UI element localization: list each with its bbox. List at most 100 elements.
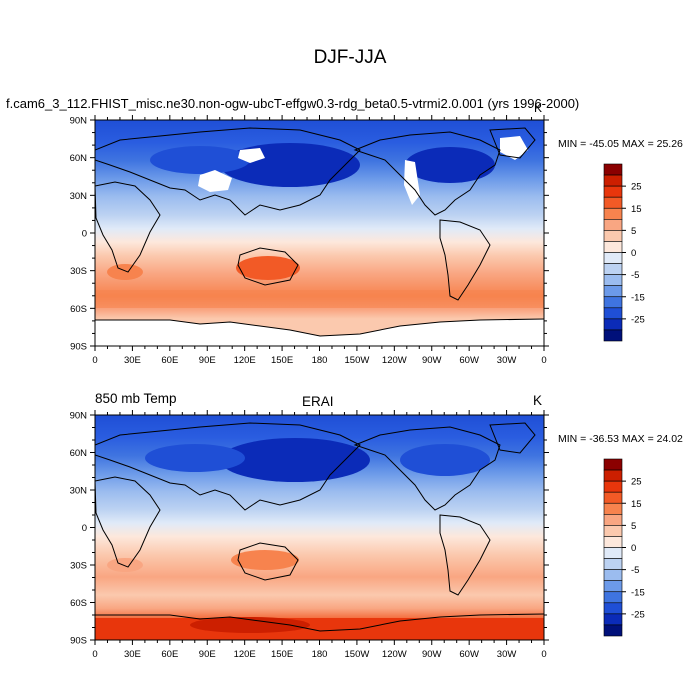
panel1-min-max: MIN = -45.05 MAX = 25.26	[558, 138, 683, 150]
panel1-xtick-label: 0	[541, 355, 546, 366]
panel1-units: K	[534, 101, 543, 115]
panel1-missing-tibet	[198, 170, 232, 192]
panel1-colorbar-box	[603, 274, 623, 286]
panel1-missing-greenland	[500, 136, 528, 160]
panel2-colorbar-label: 5	[631, 521, 636, 532]
panel2-xtick-label: 60W	[459, 649, 479, 660]
panel1-colorbar-box	[603, 230, 623, 242]
panel1-xtick-label: 120W	[382, 355, 407, 366]
panel2-ytick-label: 90N	[70, 411, 88, 422]
panel2-min-max: MIN = -36.53 MAX = 24.02	[558, 433, 683, 445]
panel1-axes: 0 30E 60E 90E 120E 150E 180 150W 120W 90W 60W 30W 09…	[70, 115, 549, 366]
panel1-xtick-label: 150W	[345, 355, 370, 366]
panel2-colorbar-box	[603, 469, 623, 482]
panel2-xtick-label: 120W	[382, 649, 407, 660]
panel2-colorbar-box	[603, 525, 623, 537]
panel1-missing-rockies	[404, 160, 420, 205]
panel2-coastlines	[95, 422, 544, 632]
panel1-xtick-label: 30W	[497, 355, 517, 366]
panel2-axes: 0 30E 60E 90E 120E 150E 180 150W 120W 90W 60W 30W 09…	[70, 410, 549, 660]
panel1-xtick-label: 60W	[459, 355, 479, 366]
panel2-colorbar-box	[603, 502, 623, 515]
panel1-colorbar-box	[603, 163, 623, 176]
panel1-cold-america	[405, 147, 495, 183]
panel2-ytick-label: 30S	[70, 561, 87, 572]
panel1-warm-africa	[107, 264, 143, 280]
panel1-colorbar-label: 0	[631, 248, 636, 259]
panel2-colorbar-box	[603, 580, 623, 593]
panel2-center-title: ERAI	[302, 394, 334, 409]
panel2-cold-america	[400, 444, 490, 476]
panel2-cold-europe	[145, 444, 245, 472]
panel2-xtick-label: 0	[92, 649, 97, 660]
panel2-colorbar-box	[603, 547, 623, 559]
panel1-antarctica-missing	[95, 319, 544, 346]
panel1-colorbar-box	[603, 263, 623, 275]
panel2-colorbar-box	[603, 591, 623, 604]
panel1-ytick-label: 30N	[70, 191, 88, 202]
panel2-ytick-label: 60N	[70, 448, 88, 459]
panel2-colorbar-box	[603, 602, 623, 615]
panel2-xtick-label: 180	[312, 649, 328, 660]
panel2-xtick-label: 120E	[234, 649, 256, 660]
panel2-colorbar-box	[603, 514, 623, 526]
panel1-coast-africa	[95, 181, 161, 273]
panel1-colorbar-label: 5	[631, 226, 636, 237]
panel1-warm-band	[95, 290, 544, 308]
panel1-xtick-label: 30E	[124, 355, 141, 366]
panel1-ytick-label: 90S	[70, 342, 87, 353]
panel2-antarctica-hot	[190, 617, 310, 633]
panel2-colorbar-label: 15	[631, 499, 642, 510]
panel1-colorbar-box	[603, 219, 623, 231]
panel2-colorbar-label: 25	[631, 477, 642, 488]
panel1-colorbar-box	[603, 329, 623, 342]
panel1-coast-antarctica	[95, 318, 544, 337]
panel1-xtick-label: 60E	[161, 355, 178, 366]
panel1-missing-mongolia	[238, 148, 265, 163]
panel1-colorbar-label: 15	[631, 204, 642, 215]
panel1-xtick-label: 90W	[422, 355, 442, 366]
panel2-colorbar-label: -15	[631, 587, 645, 598]
panel1-coast-australia	[237, 247, 299, 286]
panel1-colorbar-label: -5	[631, 270, 639, 281]
panel1-xtick-label: 120E	[234, 355, 256, 366]
panel2-colorbar-label: -25	[631, 609, 645, 620]
panel1-ytick-label: 90N	[70, 116, 88, 127]
panel2-colorbar-box	[603, 569, 623, 581]
panel2-coast-eurasia	[95, 422, 361, 511]
panel1-xtick-label: 180	[312, 355, 328, 366]
panel1-colorbar-label: -15	[631, 292, 645, 303]
panel2-ytick-label: 90S	[70, 636, 87, 647]
panel1-colorbar-label: -25	[631, 314, 645, 325]
panel2-colorbar-box	[603, 491, 623, 504]
panel2-coast-south-america	[439, 514, 491, 596]
panel2-colorbar-label: -5	[631, 565, 639, 576]
panel1-colorbar-box	[603, 174, 623, 187]
panel2-left-title: 850 mb Temp	[95, 391, 177, 406]
panel2-colorbar-box	[603, 458, 623, 471]
panel2-xtick-label: 90W	[422, 649, 442, 660]
panel1-coast-eurasia	[95, 127, 361, 216]
panel2-colorbar-box	[603, 624, 623, 637]
panel1-ytick-label: 60N	[70, 153, 88, 164]
panel2-ytick-label: 60S	[70, 598, 87, 609]
panel2-coast-australia	[237, 542, 299, 581]
panel1-colorbar: 25 15 5 0 -5 -15 -25	[603, 163, 645, 342]
panel1-map	[95, 120, 544, 346]
panel1-xtick-label: 0	[92, 355, 97, 366]
panel2-xtick-label: 60E	[161, 649, 178, 660]
panel2-coast-greenland	[489, 422, 536, 454]
panel2-xtick-label: 30W	[497, 649, 517, 660]
panel1-colorbar-box	[603, 241, 623, 253]
panel2-xtick-label: 90E	[199, 649, 216, 660]
panel1-colorbar-box	[603, 285, 623, 298]
panel1-ytick-label: 60S	[70, 304, 87, 315]
panel1-ytick-label: 30S	[70, 266, 87, 277]
panel1-coast-south-america	[439, 219, 491, 301]
panel2-colorbar-label: 0	[631, 543, 636, 554]
panel2-colorbar-box	[603, 536, 623, 548]
panel2-warm-africa	[107, 558, 143, 572]
panel1-colorbar-box	[603, 318, 623, 331]
panel2-map	[95, 415, 544, 640]
